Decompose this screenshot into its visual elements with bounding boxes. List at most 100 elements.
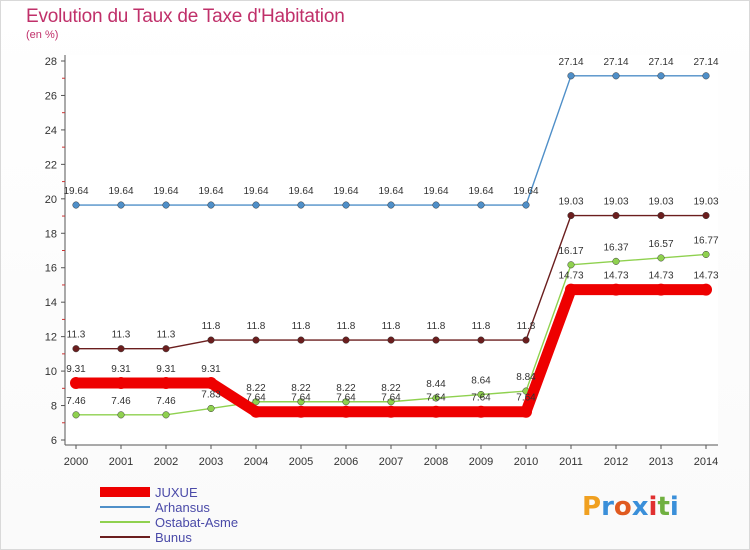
y-tick-label: 26 [45, 90, 57, 102]
data-label: 9.31 [66, 364, 86, 375]
data-label: 19.64 [423, 186, 448, 197]
data-point [295, 405, 307, 418]
data-label: 7.64 [516, 393, 536, 404]
data-label: 19.64 [108, 186, 133, 197]
y-tick-label: 28 [45, 56, 57, 68]
data-point [567, 261, 575, 269]
data-point [520, 405, 532, 418]
data-label: 8.84 [516, 372, 536, 383]
brand-letter: t [657, 492, 669, 522]
data-label: 7.46 [66, 396, 86, 407]
data-point [702, 72, 710, 80]
data-point [477, 201, 485, 209]
data-label: 19.64 [198, 186, 223, 197]
data-label: 27.14 [693, 57, 718, 68]
data-point [342, 398, 350, 406]
legend-label: Ostabat-Asme [155, 515, 238, 530]
data-label: 19.03 [558, 197, 583, 208]
brand-letter: o [614, 492, 632, 522]
data-point [477, 390, 485, 399]
data-point [162, 201, 170, 209]
data-label: 11.3 [112, 330, 131, 341]
data-point [565, 283, 577, 296]
y-tick-label: 14 [45, 297, 57, 309]
x-tick-label: 2005 [289, 456, 313, 468]
data-point [252, 201, 260, 209]
data-point [70, 376, 82, 389]
data-label: 16.77 [693, 235, 718, 246]
data-point [160, 376, 172, 389]
x-tick-label: 2010 [514, 456, 538, 468]
data-point [72, 201, 80, 209]
data-label: 11.8 [472, 321, 491, 332]
data-point [252, 336, 260, 344]
data-label: 8.64 [471, 376, 491, 387]
data-label: 9.31 [111, 364, 131, 375]
data-label: 19.64 [468, 186, 493, 197]
data-label: 9.31 [156, 364, 176, 375]
data-point [567, 72, 575, 80]
brand-logo: Proxiti [582, 492, 679, 522]
data-point [475, 405, 487, 418]
data-label: 27.14 [648, 57, 673, 68]
data-point [252, 398, 260, 406]
data-label: 19.03 [648, 197, 673, 208]
data-point [655, 283, 667, 296]
data-point [657, 72, 665, 80]
data-point [207, 336, 215, 344]
data-label: 8.44 [426, 379, 446, 390]
data-point [432, 201, 440, 209]
data-point [207, 404, 215, 413]
chart-unit: (en %) [26, 29, 59, 41]
data-point [430, 405, 442, 418]
data-point [477, 336, 485, 344]
x-tick-label: 2006 [334, 456, 358, 468]
x-tick-label: 2011 [559, 456, 583, 468]
x-tick-label: 2004 [244, 456, 268, 468]
data-point [72, 411, 80, 419]
data-point [522, 201, 530, 209]
data-label: 11.8 [337, 321, 356, 332]
brand-letter: r [601, 492, 614, 522]
data-point [702, 250, 710, 259]
legend-label: Arhansus [155, 500, 210, 515]
y-tick-label: 8 [51, 401, 57, 413]
data-label: 7.46 [156, 396, 176, 407]
data-label: 11.8 [427, 321, 446, 332]
data-point [117, 411, 125, 419]
y-tick-label: 16 [45, 263, 57, 275]
data-point [700, 283, 712, 296]
data-label: 14.73 [603, 271, 628, 282]
data-label: 19.03 [603, 197, 628, 208]
data-label: 14.73 [558, 271, 583, 282]
x-tick-label: 2013 [649, 456, 673, 468]
data-label: 16.17 [558, 246, 583, 257]
data-point [205, 376, 217, 389]
data-point [342, 201, 350, 209]
data-label: 7.64 [291, 393, 311, 404]
brand-letter: x [632, 492, 649, 522]
data-point [297, 201, 305, 209]
data-label: 19.64 [288, 186, 313, 197]
data-point [162, 345, 170, 353]
data-point [342, 336, 350, 344]
data-label: 8.22 [291, 383, 311, 394]
data-point [612, 72, 620, 80]
data-label: 16.57 [648, 239, 673, 250]
data-point [115, 376, 127, 389]
data-point [612, 211, 620, 220]
data-label: 27.14 [558, 57, 583, 68]
data-label: 11.8 [382, 321, 401, 332]
data-label: 7.83 [201, 389, 221, 400]
data-label: 11.3 [67, 330, 86, 341]
data-point [612, 257, 620, 265]
data-point [387, 201, 395, 209]
data-label: 7.64 [471, 393, 491, 404]
data-label: 16.37 [603, 242, 628, 253]
y-tick-label: 10 [45, 366, 57, 378]
data-point [297, 336, 305, 344]
y-tick-label: 6 [51, 435, 57, 447]
data-label: 19.64 [63, 186, 88, 197]
x-tick-label: 2003 [199, 456, 223, 468]
x-tick-label: 2008 [424, 456, 448, 468]
